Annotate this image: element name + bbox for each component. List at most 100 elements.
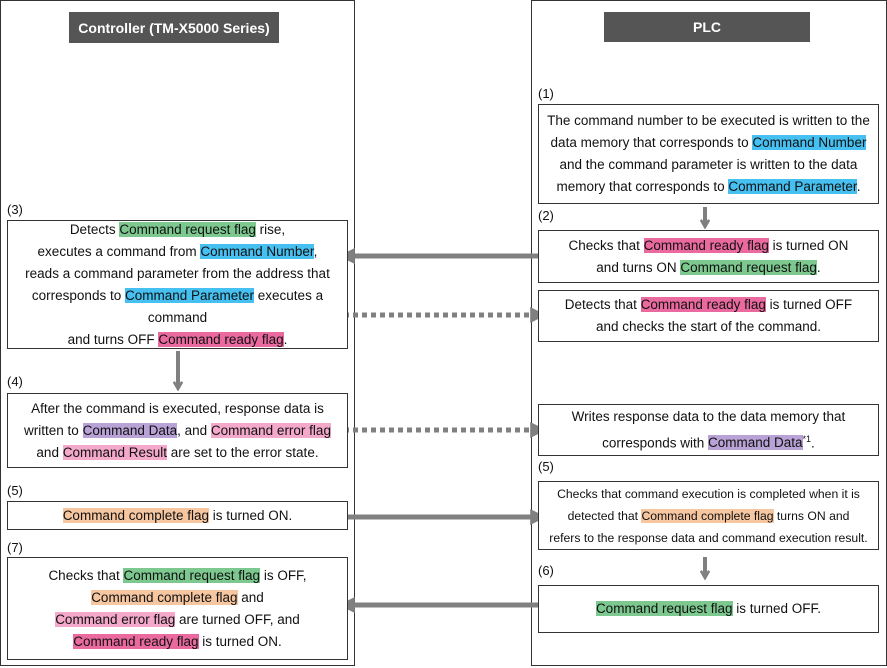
highlight: Command Data [82,422,178,438]
text-line: command [148,307,207,329]
step-box: Command complete flag is turned ON. [7,501,348,530]
column-title: PLC [604,12,810,42]
highlight: Command ready flag [158,331,284,347]
footnote-mark: *1 [802,433,812,444]
text: data memory that corresponds to [550,135,753,150]
step-label: (5) [7,483,23,498]
text-line: Detects that Command ready flag is turne… [565,294,852,316]
text: are set to the error state. [167,444,319,460]
highlight: Command error flag [55,611,176,627]
step-label: (4) [7,374,23,389]
text: Writes response data to the data memory … [571,408,846,424]
text-line: Detects Command request flag rise, [70,219,285,241]
text: memory that corresponds to [556,179,729,194]
text-line: Command error flag are turned OFF, and [55,609,300,631]
text: executes a command from [37,243,201,259]
text: are turned OFF, and [175,611,300,627]
controller-column [0,0,355,666]
text-line: and turns ON Command request flag. [596,257,821,279]
highlight: Command Data [707,435,803,451]
highlight: Command request flag [595,601,733,616]
text-line: data memory that corresponds to Command … [551,132,867,154]
text-line: Command request flag is turned OFF. [595,598,822,620]
text: and [36,444,63,460]
text-line: and checks the start of the command. [596,316,821,338]
step-box: After the command is executed, response … [7,393,348,468]
text: is turned OFF [765,297,853,312]
text: and the command parameter is written to … [559,157,858,172]
text-line: reads a command parameter from the addre… [25,263,330,285]
text: refers to the response data and command … [549,530,868,545]
text: The command number to be executed is wri… [547,113,870,128]
highlight: Command request flag [119,221,256,237]
text: After the command is executed, response … [31,400,324,416]
text: executes a [254,287,324,303]
text-line: corresponds with Command Data*1. [602,428,815,455]
text-line: written to Command Data, and Command err… [24,420,331,442]
highlight: Command complete flag [641,508,774,523]
text: Detects that [564,297,641,312]
text: . [811,435,815,451]
highlight: Command request flag [123,567,261,583]
text: is turned ON. [198,633,282,649]
highlight: Command complete flag [91,589,238,605]
highlight: Command request flag [680,259,817,275]
text-line: Checks that command execution is complet… [557,483,860,505]
column-title: Controller (TM-X5000 Series) [69,12,279,43]
text: written to [24,422,83,438]
text-line: Writes response data to the data memory … [572,406,846,428]
text-line: Checks that Command request flag is OFF, [48,565,307,587]
highlight: Command Parameter [728,179,857,194]
step-label: (2) [538,208,554,223]
text: Checks that [48,567,124,583]
step-box: Detects that Command ready flag is turne… [538,290,879,342]
step-label: (3) [7,202,23,217]
highlight: Command complete flag [62,507,210,523]
step-box: Detects Command request flag rise, execut… [7,220,348,349]
highlight: Command Number [200,243,314,259]
text: and turns OFF [67,331,159,347]
highlight: Command Result [62,444,167,460]
text: corresponds to [31,287,125,303]
step-label: (7) [7,540,23,555]
highlight: Command error flag [210,422,331,438]
text-line: Command complete flag is turned ON. [62,505,292,527]
step-label: (1) [538,86,554,101]
step-label: (5) [538,459,554,474]
text: is turned OFF. [732,601,822,616]
text: and [237,589,264,605]
text-line: Checks that Command ready flag is turned… [568,235,849,257]
text-line: memory that corresponds to Command Param… [556,176,861,198]
text: is turned ON [768,237,849,253]
text: Checks that command execution is complet… [557,486,860,501]
text: corresponds with [602,435,708,451]
text: is OFF, [260,567,307,583]
text: and checks the start of the command. [595,319,822,334]
text-line: detected that Command complete flag turn… [567,505,850,527]
text: . [816,259,821,275]
text: turns ON and [773,508,850,523]
text-line: After the command is executed, response … [31,398,324,420]
step-box: Checks that Command ready flag is turned… [538,230,879,283]
text: and turns ON [596,259,681,275]
text: . [283,331,288,347]
text-line: Command ready flag is turned ON. [73,631,282,653]
step-box: Command request flag is turned OFF. [538,585,879,633]
text: Detects [69,221,120,237]
text: Checks that [568,237,644,253]
text: detected that [567,508,642,523]
step-label: (6) [538,563,554,578]
text-line: and the command parameter is written to … [560,154,858,176]
highlight: Command ready flag [640,297,766,312]
text: , [313,243,318,259]
text-line: and Command Result are set to the error … [36,442,319,464]
step-box: Writes response data to the data memory … [538,404,879,456]
step-box: Checks that Command request flag is OFF,… [7,557,348,660]
text: . [856,179,861,194]
text-line: Command complete flag and [91,587,264,609]
text: command [147,309,208,325]
highlight: Command Number [752,135,867,150]
highlight: Command ready flag [73,633,199,649]
